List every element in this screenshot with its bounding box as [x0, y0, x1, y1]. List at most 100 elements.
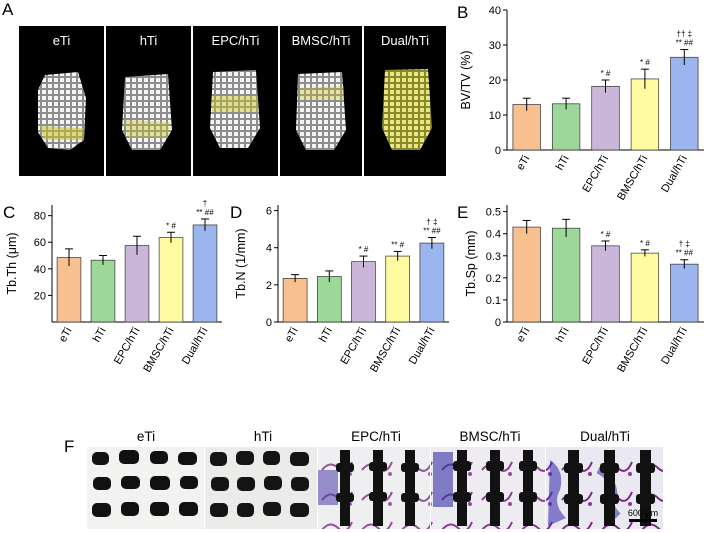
x-tick-label-eti: eTi: [283, 326, 301, 345]
scale-bar-label: 600 μm: [628, 508, 658, 518]
y-tick-label: 2: [266, 280, 272, 292]
bar-dual-hti: [419, 242, 445, 323]
x-tick-label-hti: hTi: [554, 154, 572, 173]
significance-label: ** ##: [676, 249, 694, 258]
microct-tile-eti: eTi: [19, 26, 104, 176]
microct-label-bmsc-hti: BMSC/hTi: [292, 33, 351, 48]
y-tick-label: 0: [266, 317, 272, 329]
histology-label-dual-hti: Dual/hTi: [580, 429, 630, 444]
microct-tile-epc-hti: EPC/hTi: [193, 26, 278, 176]
x-tick-label-epc-hti: EPC/hTi: [112, 326, 143, 367]
histology-label-bmsc-hti: BMSC/hTi: [459, 429, 520, 444]
y-tick-label: 4: [266, 243, 272, 255]
bar-hti: [551, 103, 581, 151]
histology-tile-eti: eTi: [87, 429, 204, 529]
y-tick-label: 30: [489, 40, 501, 52]
panel-f-histology: eTi hTi EPC/hTi: [87, 429, 663, 529]
bar-eti: [512, 104, 541, 151]
bar-epc-hti: [124, 245, 150, 323]
y-tick-label: 6: [266, 206, 272, 218]
y-tick-label: 0: [495, 317, 501, 329]
y-axis-label: Tb.Sp (mm): [464, 231, 478, 297]
microct-label-dual-hti: Dual/hTi: [381, 33, 429, 48]
x-tick-label-epc-hti: EPC/hTi: [338, 326, 369, 367]
y-tick-label: 0.1: [486, 295, 501, 307]
y-tick-label: 60: [34, 237, 46, 249]
x-tick-label-epc-hti: EPC/hTi: [580, 154, 611, 195]
bar-dual-hti: [670, 263, 699, 323]
panel-label-b: B: [457, 3, 468, 22]
significance-label: * #: [640, 58, 650, 67]
x-tick-label-dual-hti: Dual/hTi: [659, 154, 690, 195]
bar-epc-hti: [351, 261, 376, 323]
bar-bmsc-hti: [385, 255, 411, 323]
histology-tile-bmsc-hti: BMSC/hTi: [431, 429, 545, 529]
chart-tb-n: 0 2 4 6 Tb.N (1/mm) eTi hTi EPC/hTi * # BMSC/hTi *…: [234, 205, 449, 375]
y-tick-label: 40: [489, 5, 501, 17]
bar-hti: [316, 276, 342, 323]
microct-tile-bmsc-hti: BMSC/hTi: [280, 26, 362, 176]
y-tick-label: 40: [34, 264, 46, 276]
significance-label: * #: [640, 239, 650, 248]
significance-label: ** ##: [196, 208, 214, 217]
x-tick-label-bmsc-hti: BMSC/hTi: [141, 326, 176, 375]
panel-label-e: E: [457, 203, 468, 222]
bar-dual-hti: [670, 56, 699, 151]
bar-dual-hti: [192, 224, 218, 323]
y-axis-label: BV/TV (%): [459, 50, 473, 109]
significance-label: * #: [166, 221, 176, 230]
histology-tile-epc-hti: EPC/hTi: [318, 429, 430, 529]
bar-bmsc-hti: [630, 252, 660, 323]
bar-bmsc-hti: [158, 237, 184, 323]
y-tick-label: 0.2: [486, 273, 501, 285]
panel-label-d: D: [230, 203, 242, 222]
x-tick-label-eti: eTi: [57, 326, 75, 345]
x-tick-label-hti: hTi: [554, 326, 572, 345]
y-tick-label: 0.3: [486, 251, 501, 263]
histology-tile-hti: hTi: [205, 429, 317, 529]
microct-label-epc-hti: EPC/hTi: [212, 33, 260, 48]
panel-label-a: A: [2, 0, 14, 19]
significance-label: †† ‡: [677, 30, 693, 39]
scale-bar: [629, 519, 657, 522]
bar-eti: [512, 226, 541, 323]
significance-label: † ‡: [426, 218, 437, 227]
x-tick-label-hti: hTi: [317, 326, 335, 345]
x-tick-label-epc-hti: EPC/hTi: [580, 326, 611, 367]
y-tick-label: 10: [489, 110, 501, 122]
bar-epc-hti: [591, 245, 620, 323]
significance-label: * #: [359, 245, 369, 254]
x-tick-label-bmsc-hti: BMSC/hTi: [615, 154, 650, 203]
histology-label-eti: eTi: [137, 429, 155, 444]
significance-label: * #: [601, 69, 611, 78]
x-tick-label-eti: eTi: [514, 154, 532, 173]
microct-tile-dual-hti: Dual/hTi: [364, 26, 446, 176]
y-tick-label: 20: [34, 290, 46, 302]
histology-label-epc-hti: EPC/hTi: [351, 429, 401, 444]
x-tick-label-eti: eTi: [514, 326, 532, 345]
y-tick-label: 80: [34, 211, 46, 223]
x-tick-label-dual-hti: Dual/hTi: [180, 326, 211, 367]
panel-a-microct: eTi hTi EPC/hTi BMSC/hTi Dual/hTi: [19, 26, 446, 176]
bar-eti: [56, 257, 82, 323]
bar-epc-hti: [591, 85, 620, 151]
panel-label-c: C: [3, 203, 15, 222]
significance-label: ** ##: [676, 39, 694, 48]
panel-label-f: F: [64, 437, 74, 456]
x-tick-label-bmsc-hti: BMSC/hTi: [368, 326, 403, 375]
chart-bv-tv: 0 10 20 30 40 BV/TV (%) eTi hTi EPC/hTi * # BMSC/h…: [459, 5, 704, 203]
histology-label-hti: hTi: [254, 429, 272, 444]
bar-hti: [90, 259, 116, 323]
microct-label-eti: eTi: [53, 33, 71, 48]
significance-label: † ‡: [679, 240, 690, 249]
microct-label-hti: hTi: [140, 33, 158, 48]
significance-label: †: [203, 199, 207, 208]
chart-tb-sp: 0 0.1 0.2 0.3 0.4 0.5 Tb.Sp (mm) eTi hTi EPC/hTi *…: [464, 205, 704, 375]
microct-tile-hti: hTi: [106, 26, 191, 176]
bar-bmsc-hti: [630, 78, 660, 151]
x-tick-label-dual-hti: Dual/hTi: [659, 326, 690, 367]
histology-tile-dual-hti: Dual/hTi 600 μm: [546, 429, 663, 529]
x-tick-label-bmsc-hti: BMSC/hTi: [615, 326, 650, 375]
